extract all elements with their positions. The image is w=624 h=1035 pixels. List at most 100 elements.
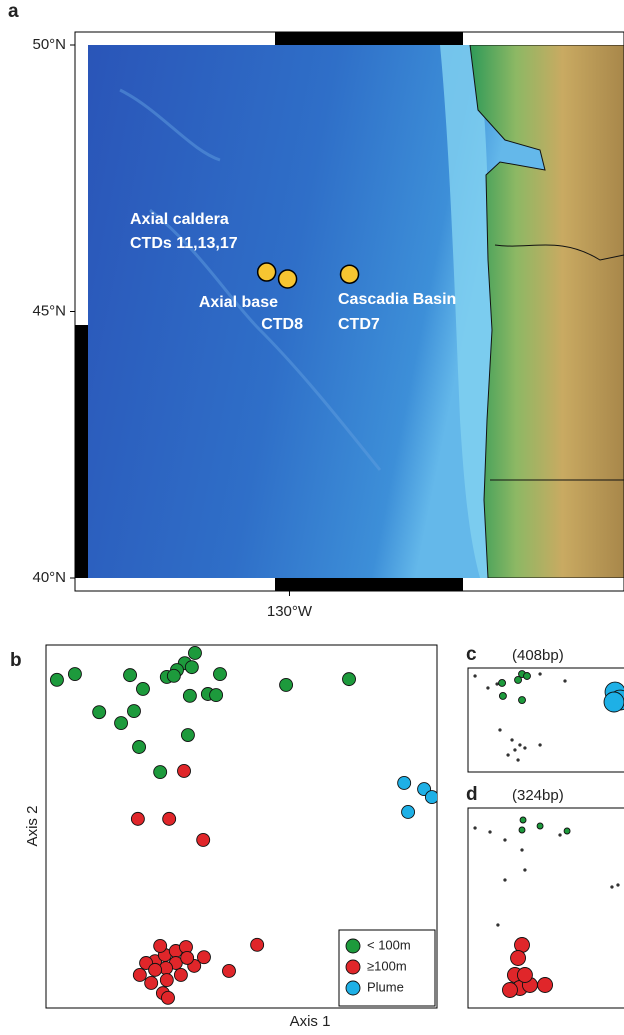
point bbox=[474, 675, 477, 678]
point bbox=[507, 754, 510, 757]
point bbox=[610, 886, 613, 889]
point bbox=[474, 827, 477, 830]
point bbox=[537, 823, 543, 829]
point bbox=[523, 746, 526, 749]
plot-frame bbox=[468, 668, 624, 772]
point bbox=[539, 743, 542, 746]
point bbox=[496, 683, 499, 686]
point bbox=[511, 951, 526, 966]
legend-label: ≥100m bbox=[367, 958, 407, 973]
point bbox=[523, 869, 526, 872]
point bbox=[222, 964, 235, 977]
point bbox=[521, 849, 524, 852]
point bbox=[197, 833, 210, 846]
point bbox=[515, 676, 522, 683]
subtitle: (408bp) bbox=[512, 647, 564, 664]
point bbox=[178, 764, 191, 777]
panel-label: a bbox=[8, 1, 19, 22]
point bbox=[213, 668, 226, 681]
point bbox=[210, 689, 223, 702]
point bbox=[538, 978, 553, 993]
annotation: CTD7 bbox=[338, 316, 380, 333]
point bbox=[604, 692, 624, 712]
map-border-bar bbox=[275, 578, 463, 591]
land bbox=[470, 45, 624, 578]
point bbox=[280, 678, 293, 691]
point bbox=[499, 679, 506, 686]
legend-marker bbox=[346, 981, 360, 995]
point bbox=[115, 717, 128, 730]
subtitle: (324bp) bbox=[512, 787, 564, 804]
point bbox=[517, 759, 520, 762]
point bbox=[154, 939, 167, 952]
y-tick-label: 45°N bbox=[32, 302, 66, 319]
point bbox=[520, 817, 526, 823]
legend-label: < 100m bbox=[367, 937, 411, 952]
point bbox=[167, 669, 180, 682]
point bbox=[188, 646, 201, 659]
y-tick-label: 50°N bbox=[32, 36, 66, 53]
point bbox=[133, 968, 146, 981]
site-marker bbox=[258, 263, 276, 281]
point bbox=[163, 812, 176, 825]
panel-label: c bbox=[466, 644, 477, 665]
point bbox=[185, 661, 198, 674]
point bbox=[161, 991, 174, 1004]
map-border-bar bbox=[275, 32, 463, 45]
point bbox=[511, 738, 514, 741]
point bbox=[160, 974, 173, 987]
point bbox=[50, 673, 63, 686]
point bbox=[174, 968, 187, 981]
point bbox=[503, 879, 506, 882]
point bbox=[133, 741, 146, 754]
point bbox=[181, 729, 194, 742]
map-body bbox=[88, 45, 624, 578]
site-marker bbox=[279, 270, 297, 288]
x-axis-label: Axis 1 bbox=[290, 1013, 331, 1030]
annotation: CTDs 11,13,17 bbox=[130, 235, 238, 252]
point bbox=[486, 686, 489, 689]
site-marker bbox=[341, 265, 359, 283]
annotation: Axial caldera bbox=[130, 211, 229, 228]
y-tick-label: 40°N bbox=[32, 569, 66, 586]
point bbox=[425, 791, 438, 804]
point bbox=[496, 924, 499, 927]
point bbox=[539, 673, 542, 676]
panel-label: b bbox=[10, 650, 22, 671]
legend-marker bbox=[346, 960, 360, 974]
point bbox=[145, 976, 158, 989]
point bbox=[181, 951, 194, 964]
point bbox=[517, 968, 532, 983]
point bbox=[616, 884, 619, 887]
point bbox=[131, 812, 144, 825]
figure: a Axial caldera CTDs 11,13,17 Axial base… bbox=[0, 0, 624, 1035]
point bbox=[499, 692, 506, 699]
annotation: Axial base bbox=[199, 294, 278, 311]
point bbox=[149, 963, 162, 976]
point bbox=[343, 673, 356, 686]
point bbox=[502, 983, 517, 998]
point bbox=[519, 827, 525, 833]
annotation: CTD8 bbox=[261, 316, 303, 333]
point bbox=[93, 706, 106, 719]
point bbox=[124, 669, 137, 682]
point bbox=[251, 938, 264, 951]
point bbox=[523, 673, 530, 680]
point bbox=[564, 680, 567, 683]
point bbox=[398, 776, 411, 789]
annotation: Cascadia Basin bbox=[338, 291, 456, 308]
point bbox=[564, 828, 570, 834]
point bbox=[519, 697, 526, 704]
point bbox=[183, 689, 196, 702]
point bbox=[68, 668, 81, 681]
point bbox=[127, 705, 140, 718]
point bbox=[498, 728, 501, 731]
point bbox=[503, 839, 506, 842]
y-axis-label: Axis 2 bbox=[24, 806, 41, 847]
point bbox=[154, 766, 167, 779]
point bbox=[489, 831, 492, 834]
legend-label: Plume bbox=[367, 979, 404, 994]
point bbox=[402, 805, 415, 818]
x-tick-label: 130°W bbox=[267, 603, 313, 620]
legend-marker bbox=[346, 939, 360, 953]
